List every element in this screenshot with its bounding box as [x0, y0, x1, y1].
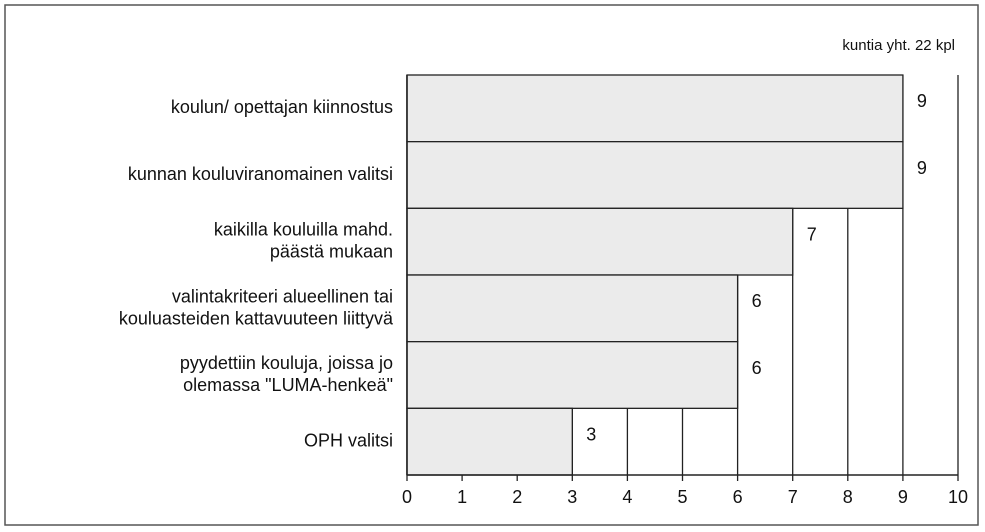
x-tick-label: 1 [457, 487, 467, 507]
x-tick-label: 7 [788, 487, 798, 507]
category-label: kaikilla kouluilla mahd. päästä mukaan [214, 219, 393, 261]
bar [406, 341, 739, 409]
x-tick-label: 2 [512, 487, 522, 507]
value-label: 3 [586, 424, 596, 444]
value-label: 9 [917, 158, 927, 178]
category-label: valintakriteeri alueellinen tai kouluaste… [119, 286, 394, 328]
category-label: pyydettiin kouluja, joissa jo olemassa "L… [180, 353, 393, 395]
category-label: kunnan kouluviranomainen valitsi [128, 164, 393, 184]
bar [406, 74, 904, 143]
x-tick-label: 3 [567, 487, 577, 507]
x-tick-label: 6 [733, 487, 743, 507]
x-tick-label: 0 [402, 487, 412, 507]
category-label: koulun/ opettajan kiinnostus [171, 97, 393, 117]
value-label: 6 [752, 291, 762, 311]
x-tick-label: 4 [622, 487, 632, 507]
bar [406, 407, 573, 476]
x-tick-label: 9 [898, 487, 908, 507]
bar [406, 207, 794, 276]
x-tick-label: 5 [677, 487, 687, 507]
category-label: OPH valitsi [304, 430, 393, 450]
value-label: 6 [752, 358, 762, 378]
bar [406, 274, 739, 343]
value-label: 7 [807, 224, 817, 244]
x-tick-label: 8 [843, 487, 853, 507]
bar [406, 141, 904, 209]
x-tick-label: 10 [948, 487, 968, 507]
annotation: kuntia yht. 22 kpl [842, 37, 955, 54]
value-label: 9 [917, 91, 927, 111]
